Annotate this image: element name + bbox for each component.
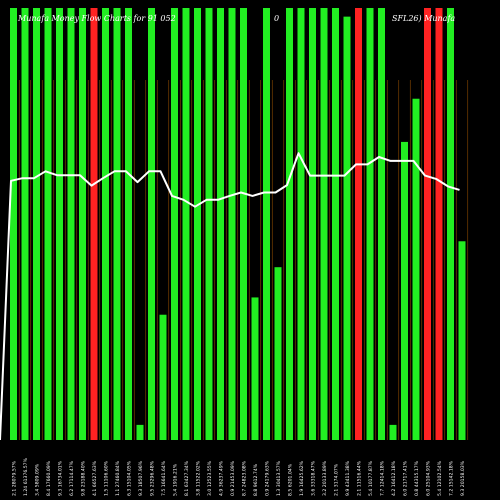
volume-bar: [79, 8, 86, 440]
volume-bar: [240, 8, 247, 440]
volume-bar: [33, 8, 40, 440]
x-tick-label: 0.9 24179.63%: [265, 460, 271, 496]
x-tick-label: 0.8 44315.17%: [414, 460, 420, 496]
x-tick-label: 7.2 15142.18%: [449, 460, 455, 496]
volume-bar: [90, 8, 98, 440]
x-tick-label: 3.6 33318.47%: [311, 460, 317, 496]
x-tick-label: 7.5 16641.64%: [161, 460, 167, 496]
x-tick-label: 2.1 11516.44%: [357, 460, 363, 496]
volume-bar: [401, 141, 408, 441]
x-tick-label: 7.7 12414.18%: [380, 460, 386, 496]
x-tick-label: 9.3 20158.03%: [460, 460, 466, 496]
x-tick-label: 4.9 36237.49%: [219, 460, 225, 496]
x-tick-label: 1.1 27460.84%: [115, 460, 121, 496]
x-tick-label: 3.4 5809.09%: [35, 463, 41, 496]
x-tick-label: 9.3 18507.96%: [138, 460, 144, 496]
volume-bar: [274, 267, 282, 440]
x-tick-label: 9.8 23188.40%: [81, 460, 87, 496]
x-tick-label: 6.0 21717.41%: [403, 460, 409, 496]
volume-bar: [136, 424, 144, 440]
volume-bar: [343, 16, 351, 440]
x-tick-label: 8.8 9612.74%: [253, 463, 259, 496]
volume-bar: [447, 8, 454, 440]
x-tick-label: 5.4 1916.21%: [173, 463, 179, 496]
header-site-name: Munafa: [18, 14, 49, 23]
volume-bar: [125, 8, 132, 440]
bar-group: [10, 8, 466, 441]
volume-bar: [297, 8, 305, 440]
x-tick-label: 8.5 6201.04%: [288, 463, 294, 496]
x-tick-label: 1.5 11106.60%: [104, 460, 110, 496]
volume-bar: [435, 8, 443, 440]
volume-bar: [424, 8, 431, 440]
x-tick-label: 6.0 25104.93%: [426, 460, 432, 496]
header-site-title: Munafa Money Flow Charts for 91 052: [18, 14, 176, 23]
x-tick-label: 1.24 61376.57%: [23, 457, 29, 496]
volume-bar: [194, 8, 201, 440]
volume-bar: [217, 8, 224, 440]
x-tick-label: 1.3 30413.57%: [276, 460, 282, 496]
x-tick-label: 0.9 21453.09%: [230, 460, 236, 496]
x-tick-label: 9.9 43411.38%: [345, 460, 351, 496]
x-tick-label: 6.2 17114.47%: [69, 460, 75, 496]
x-tick-label: 4.2 16412.18%: [391, 460, 397, 496]
header-chart-title: Money Flow Charts for 91 052: [51, 14, 176, 23]
volume-bar: [67, 8, 75, 440]
volume-bar: [458, 241, 466, 440]
x-tick-label: 2.1 3174.07%: [334, 463, 340, 496]
volume-bar: [412, 98, 420, 440]
x-tick-label: 1.9 16425.62%: [299, 460, 305, 496]
volume-bar: [251, 297, 259, 440]
volume-bar: [355, 8, 362, 440]
header-symbol-fragment: SFL26) Munafa: [392, 14, 456, 23]
grid-line-group: [18, 80, 469, 440]
money-flow-line: [0, 152, 460, 441]
volume-bar: [10, 8, 17, 440]
volume-bar: [389, 424, 397, 440]
x-tick-label: 6.3 15104.05%: [127, 460, 133, 496]
x-tick-label: 5.4 10177.87%: [368, 460, 374, 496]
volume-bar: [286, 8, 293, 440]
volume-bar: [21, 8, 29, 440]
x-tick-label: 9.5 23296.48%: [150, 460, 156, 496]
volume-bar: [228, 8, 236, 440]
volume-bar: [171, 8, 178, 440]
volume-bar: [113, 8, 121, 440]
volume-bar: [378, 8, 385, 440]
x-tick-label: 3.2 20133.89%: [322, 460, 328, 496]
volume-bar: [102, 8, 109, 440]
volume-bar: [205, 8, 213, 440]
volume-bar: [332, 8, 339, 440]
x-tick-label: 8.1 63427.34%: [184, 460, 190, 496]
line-group: [0, 152, 460, 441]
volume-bar: [148, 8, 155, 440]
x-tick-label: 3.8 11522.02%: [196, 460, 202, 496]
x-tick-label: 2.1 28079.57%: [12, 460, 18, 496]
volume-bar: [159, 314, 167, 440]
volume-bar: [182, 8, 190, 440]
x-tick-label: 5.4 12102.54%: [437, 460, 443, 496]
x-tick-label: 9.3 16734.01%: [58, 460, 64, 496]
header-mid-fragment: 0: [274, 14, 280, 23]
x-tick-label: 8.7 24823.08%: [242, 460, 248, 496]
volume-bar: [44, 8, 52, 440]
volume-bar: [320, 8, 328, 440]
volume-bar: [366, 8, 374, 440]
volume-bar: [309, 8, 316, 440]
x-tick-label: 4.1 66527.63%: [92, 460, 98, 496]
x-tick-label: 8.4 17660.09%: [46, 460, 52, 496]
x-tick-label-group: 2.1 28079.57% 1.24 61376.57% 3.4 5809.09% 8…: [12, 457, 467, 496]
volume-bar: [56, 8, 63, 440]
x-tick-label: 3.0 12523.55%: [207, 460, 213, 496]
volume-bar: [263, 8, 270, 440]
